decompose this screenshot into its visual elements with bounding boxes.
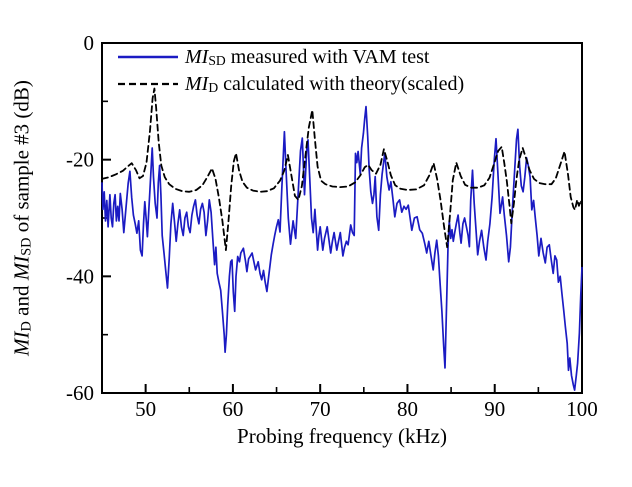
legend-label-measured-italic: MI [185, 46, 209, 68]
legend-label-measured-sub: SD [208, 52, 226, 68]
legend-label-theory: MID calculated with theory(scaled) [185, 74, 464, 94]
y-tick-label: -40 [66, 264, 94, 288]
legend-label-theory-italic: MI [185, 73, 209, 95]
y-axis-title-italic-1: MI [9, 331, 34, 356]
legend-item-measured: MISD measured with VAM test [116, 44, 464, 70]
y-axis-title: MID and MISD of sample #3 (dB) [10, 80, 35, 356]
y-axis-title-italic-2: MI [9, 255, 34, 281]
x-tick-label: 70 [310, 397, 331, 421]
y-axis-title-sub-1: D [18, 321, 35, 332]
y-tick-label: -60 [66, 381, 94, 405]
y-axis-title-mid: and [9, 280, 34, 322]
legend-key-dashed-line [118, 82, 178, 86]
x-tick-label: 80 [397, 397, 418, 421]
legend-key-solid-line [118, 55, 178, 59]
x-tick-label: 100 [566, 397, 598, 421]
plot-border [101, 42, 583, 394]
y-axis-title-sub-2: SD [18, 237, 35, 256]
series-theory-line [101, 87, 583, 251]
legend-label-theory-rest: calculated with theory(scaled) [218, 73, 465, 95]
legend-item-theory: MID calculated with theory(scaled) [116, 71, 464, 97]
y-axis-title-rest: of sample #3 (dB) [9, 80, 34, 238]
series-measured-line [101, 105, 583, 391]
legend: MISD measured with VAM test MID calculat… [116, 44, 464, 97]
x-tick-label: 50 [135, 397, 156, 421]
x-tick-label: 60 [222, 397, 243, 421]
legend-label-measured-rest: measured with VAM test [225, 46, 430, 68]
x-axis-title: Probing frequency (kHz) [237, 424, 447, 448]
legend-label-theory-sub: D [208, 79, 219, 95]
y-tick-label: 0 [84, 31, 95, 55]
legend-label-measured: MISD measured with VAM test [185, 47, 429, 67]
x-tick-label: 90 [484, 397, 505, 421]
y-tick-label: -20 [66, 148, 94, 172]
